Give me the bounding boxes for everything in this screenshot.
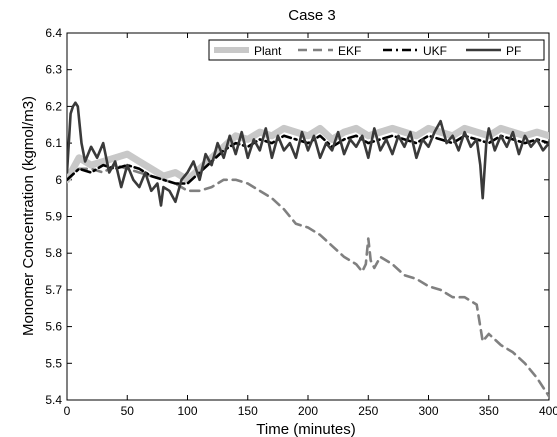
x-tick-label: 300 — [418, 404, 438, 418]
chart-title: Case 3 — [288, 7, 336, 24]
x-tick-label: 100 — [177, 404, 197, 418]
y-tick-label: 5.6 — [45, 320, 62, 334]
y-tick-label: 5.5 — [45, 356, 62, 370]
x-tick-label: 150 — [238, 404, 258, 418]
y-tick-label: 5.8 — [45, 246, 62, 260]
legend: Plant EKF UKF PF — [208, 39, 545, 61]
x-tick-label: 350 — [479, 404, 499, 418]
y-tick-label: 5.7 — [45, 283, 62, 297]
x-tick-label: 0 — [64, 404, 71, 418]
legend-box — [208, 39, 545, 61]
y-tick-label: 6.3 — [45, 63, 62, 77]
series-layer — [67, 101, 549, 398]
y-tick-label: 6.4 — [45, 26, 62, 40]
x-tick-label: 400 — [539, 404, 557, 418]
legend-label-plant: Plant — [254, 44, 282, 58]
y-tick-label: 5.9 — [45, 210, 62, 224]
series-line-plant — [67, 124, 549, 184]
y-tick-label: 6.1 — [45, 136, 62, 150]
x-tick-label: 250 — [358, 404, 378, 418]
x-tick-label: 50 — [121, 404, 135, 418]
x-axis-label: Time (minutes) — [256, 421, 355, 437]
legend-label-pf: PF — [506, 44, 521, 58]
series-line-ukf — [67, 134, 549, 185]
series-line-pf — [67, 101, 549, 207]
y-tick-label: 6.2 — [45, 99, 62, 113]
legend-label-ekf: EKF — [338, 44, 361, 58]
plot-area — [66, 32, 550, 401]
y-axis-label: Monomer Concentration (kgmol/m3) — [20, 96, 37, 336]
axis-ticks: 0 50 100 150 200 250 300 350 400 5.4 5.5 5.6 5.7 5.8 5… — [45, 26, 557, 418]
legend-label-ukf: UKF — [423, 44, 447, 58]
y-tick-label: 5.4 — [45, 393, 62, 407]
x-tick-label: 200 — [298, 404, 318, 418]
y-tick-label: 6 — [55, 173, 62, 187]
